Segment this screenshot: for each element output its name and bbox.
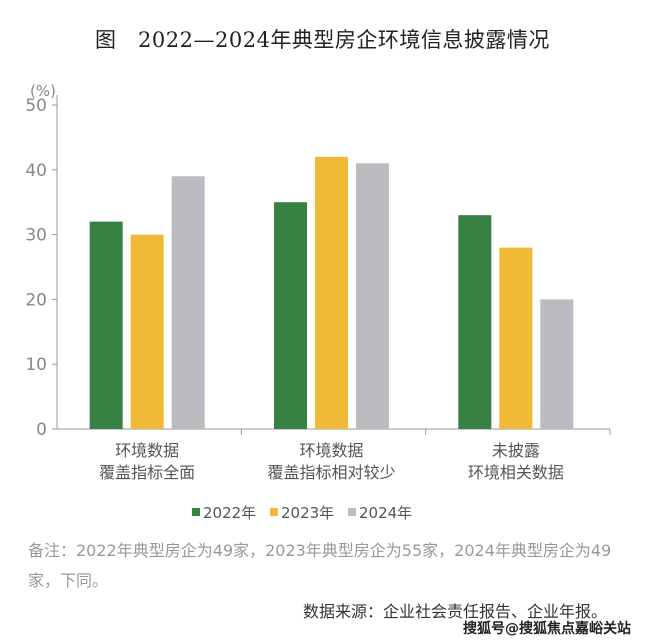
legend-swatch <box>348 508 356 516</box>
y-tick-label: 10 <box>25 355 47 375</box>
legend-swatch <box>270 508 278 516</box>
footnote: 备注：2022年典型房企为49家，2023年典型房企为55家，2024年典型房企… <box>28 541 612 590</box>
y-tick-label: 40 <box>25 161 47 181</box>
bar-2024年-0 <box>171 176 205 429</box>
bar-chart: (%)01020304050环境数据覆盖指标全面环境数据覆盖指标相对较少未披露环… <box>25 82 611 522</box>
y-axis-label: (%) <box>30 82 56 100</box>
bar-2023年-0 <box>130 234 164 429</box>
x-tick-label: 环境相关数据 <box>468 463 564 482</box>
x-tick-label: 环境数据 <box>115 441 179 460</box>
x-tick-label: 未披露 <box>492 441 540 460</box>
chart-title: 图 2022—2024年典型房企环境信息披露情况 <box>95 28 550 52</box>
bar-2022年-2 <box>458 215 492 429</box>
y-tick-label: 20 <box>25 290 47 310</box>
legend-label: 2024年 <box>359 504 412 522</box>
legend-label: 2022年 <box>203 504 256 522</box>
bar-2022年-0 <box>89 221 123 429</box>
y-tick-label: 30 <box>25 226 47 246</box>
y-tick-label: 0 <box>36 420 47 440</box>
x-tick-label: 覆盖指标相对较少 <box>267 463 395 482</box>
legend-swatch <box>192 508 200 516</box>
bar-2024年-2 <box>540 299 574 429</box>
y-tick-label: 50 <box>25 96 47 116</box>
bar-2023年-2 <box>499 247 533 429</box>
legend-label: 2023年 <box>281 504 334 522</box>
data-source: 数据来源：企业社会责任报告、企业年报。 <box>302 602 607 621</box>
x-tick-label: 环境数据 <box>299 441 363 460</box>
x-tick-label: 覆盖指标全面 <box>99 463 195 482</box>
bar-2022年-1 <box>274 202 307 429</box>
watermark: 搜狐号@搜狐焦点嘉峪关站 <box>463 621 631 637</box>
bar-2023年-1 <box>315 156 348 429</box>
bar-2024年-1 <box>356 163 389 429</box>
